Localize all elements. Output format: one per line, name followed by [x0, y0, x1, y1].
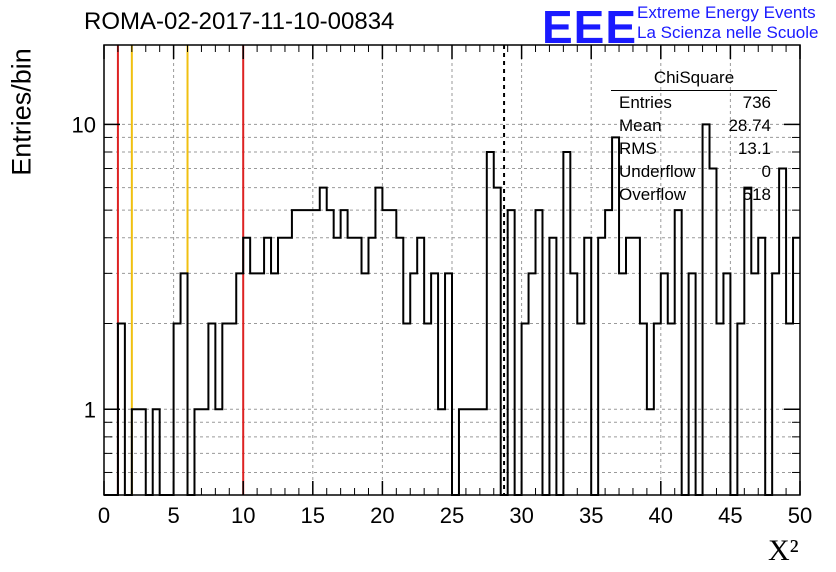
- stats-label: Entries: [619, 93, 672, 112]
- stats-title: ChiSquare: [611, 66, 777, 91]
- y-tick-label: 1: [84, 397, 96, 422]
- x-axis-label: X²: [768, 534, 799, 567]
- x-tick-label: 35: [579, 503, 603, 528]
- x-tick-label: 45: [718, 503, 742, 528]
- stats-row-overflow: Overflow 518: [611, 183, 777, 206]
- stats-row-rms: RMS 13.1: [611, 137, 777, 160]
- stats-value: 28.74: [728, 116, 771, 135]
- x-tick-label: 15: [301, 503, 325, 528]
- logo-line-2: La Scienza nelle Scuole: [637, 23, 819, 42]
- stats-row-entries: Entries 736: [611, 91, 777, 114]
- logo-line-1: Extreme Energy Events: [637, 3, 816, 22]
- chart-title: ROMA-02-2017-11-10-00834: [84, 8, 395, 35]
- x-tick-label: 40: [649, 503, 673, 528]
- stats-row-underflow: Underflow 0: [611, 160, 777, 183]
- stats-value: 518: [742, 185, 771, 204]
- stats-label: RMS: [619, 139, 657, 158]
- x-tick-label: 5: [167, 503, 179, 528]
- x-tick-label: 0: [98, 503, 110, 528]
- stats-label: Overflow: [619, 185, 687, 204]
- y-axis-label: Entries/bin: [6, 48, 37, 176]
- stats-row-mean: Mean 28.74: [611, 114, 777, 137]
- stats-label: Mean: [619, 116, 662, 135]
- x-tick-label: 50: [788, 503, 812, 528]
- reference-lines: [116, 45, 506, 495]
- stats-box: ChiSquare Entries 736 Mean 28.74 RMS 13.…: [611, 66, 777, 206]
- axis-ticks: [103, 45, 801, 495]
- x-tick-label: 30: [509, 503, 533, 528]
- eee-logo-mark: EEE: [542, 1, 638, 53]
- y-tick-label: 10: [72, 112, 96, 137]
- x-tick-label: 20: [370, 503, 394, 528]
- stats-value: 13.1: [737, 139, 771, 158]
- histogram-step-line: [104, 123, 800, 496]
- tick-labels: 0 5 10 15 20 25 30 35 40 45 50 1 10: [72, 112, 813, 528]
- x-tick-label: 10: [231, 503, 255, 528]
- stats-value: 736: [742, 93, 771, 112]
- stats-value: 0: [761, 162, 771, 181]
- stats-label: Underflow: [619, 162, 696, 181]
- x-tick-label: 25: [440, 503, 464, 528]
